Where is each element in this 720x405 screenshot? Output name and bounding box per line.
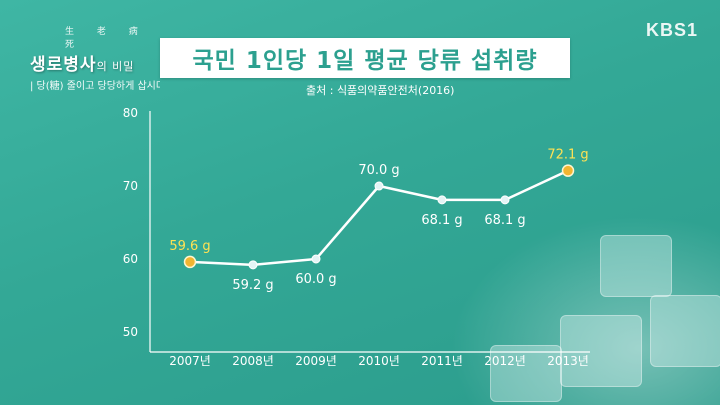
broadcaster-logo: KBS1 [645, 20, 698, 40]
data-point [374, 181, 384, 191]
chart-source: 출처 : 식품의약품안전처(2016) [306, 84, 455, 97]
data-label: 68.1 g [484, 213, 525, 228]
data-point [437, 195, 447, 205]
data-label: 70.0 g [358, 163, 399, 178]
show-subtitle: | 당(糖) 줄이고 당당하게 삽시다 [30, 81, 160, 92]
show-logo: 生 老 病 死 생로병사의 비밀 | 당(糖) 줄이고 당당하게 삽시다 [30, 24, 170, 92]
y-tick-label: 50 [123, 325, 138, 339]
x-tick-label: 2008년 [232, 354, 274, 368]
y-tick-label: 60 [123, 252, 138, 266]
x-tick-label: 2010년 [358, 354, 400, 368]
data-point [183, 255, 197, 269]
y-tick-label: 80 [123, 106, 138, 120]
show-title-main: 생로병사 [30, 55, 97, 75]
data-label: 72.1 g [547, 148, 588, 163]
data-point [311, 254, 321, 264]
show-hanja: 生 老 病 死 [65, 27, 148, 50]
x-tick-label: 2013년 [547, 354, 589, 368]
show-title-suffix: 의 비밀 [96, 60, 135, 73]
x-tick-label: 2012년 [484, 354, 526, 368]
y-tick-label: 70 [123, 179, 138, 193]
chart-title: 국민 1인당 1일 평균 당류 섭취량 [192, 48, 538, 74]
chart-title-box: 국민 1인당 1일 평균 당류 섭취량 [160, 38, 570, 78]
data-label: 59.2 g [232, 278, 273, 293]
data-label: 59.6 g [169, 239, 210, 254]
x-tick-label: 2007년 [169, 354, 211, 368]
show-title: 생로병사의 비밀 [30, 50, 170, 75]
data-point [561, 164, 575, 177]
x-tick-label: 2011년 [421, 354, 463, 368]
data-label: 60.0 g [295, 272, 336, 287]
data-label: 68.1 g [421, 213, 462, 228]
x-tick-label: 2009년 [295, 354, 337, 368]
data-point [248, 260, 258, 270]
data-point [500, 195, 510, 205]
